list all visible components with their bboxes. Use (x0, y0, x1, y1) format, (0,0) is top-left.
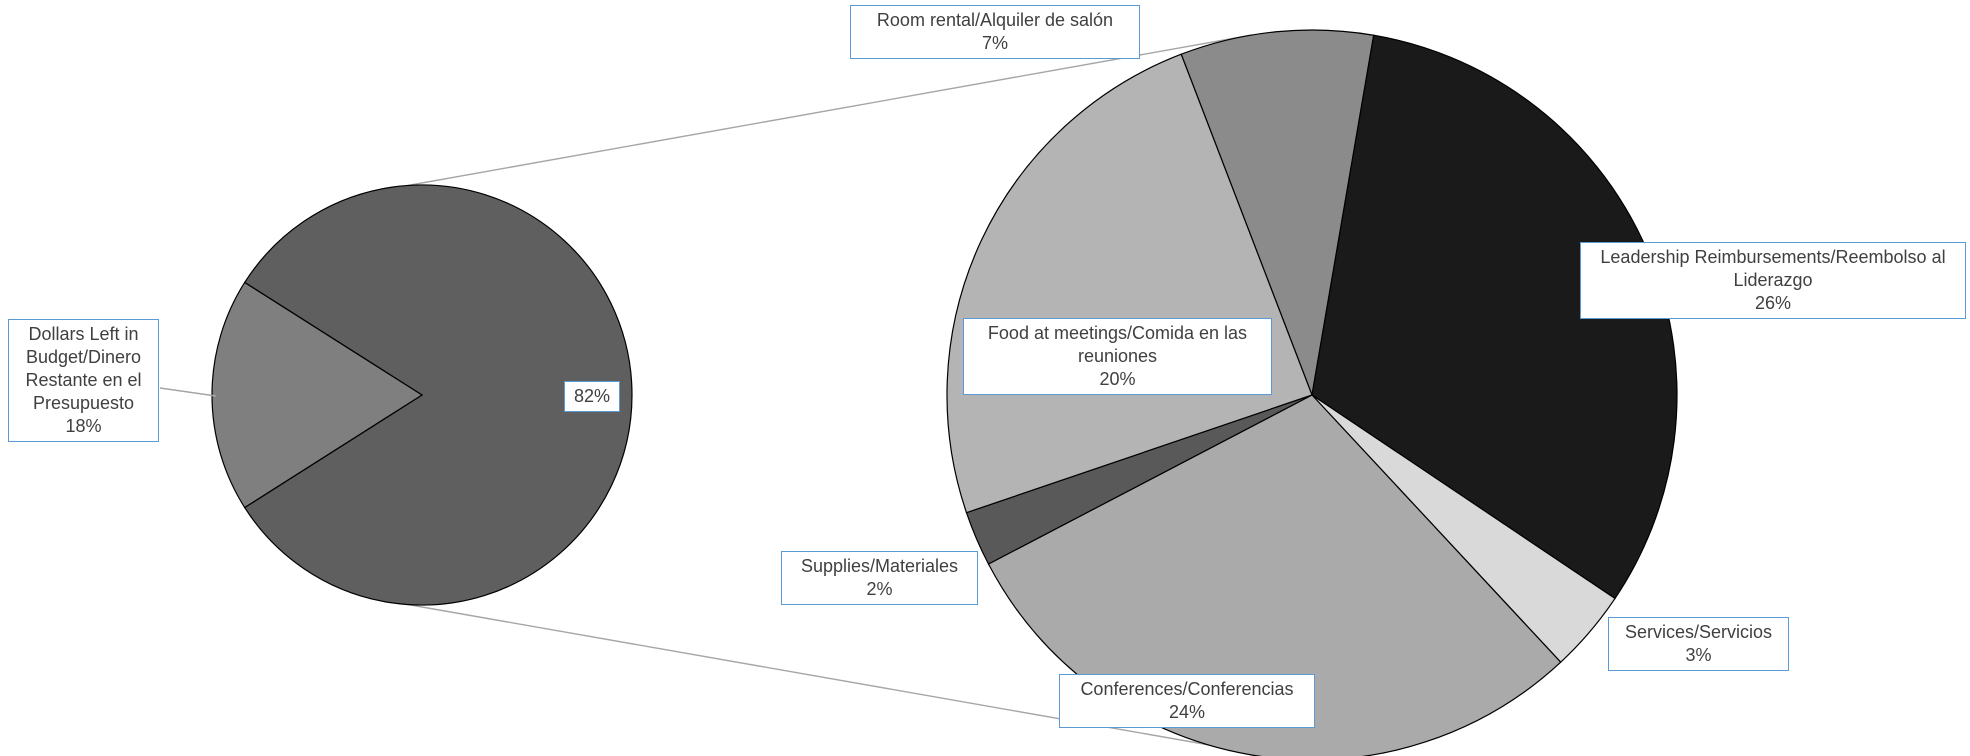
slice-value-text: 3% (1685, 645, 1712, 665)
slice-label-text: Services/Servicios (1624, 622, 1773, 642)
main-slice-label-dollars-left: Dollars Left in Budget/Dinero Restante e… (8, 319, 159, 442)
breakdown-pie (946, 29, 1678, 756)
slice-label-text: Supplies/Materiales (800, 556, 959, 576)
sub-slice-label-food: Food at meetings/Comida en las reuniones… (963, 318, 1272, 395)
slice-label-text: Leadership Reimbursements/Reembolso al L… (1600, 247, 1946, 290)
slice-label-text: Food at meetings/Comida en las reuniones (987, 323, 1248, 366)
connector-line-bottom (404, 603, 1256, 754)
slice-label-text: Conferences/Conferencias (1080, 679, 1294, 699)
sub-slice-label-room-rental: Room rental/Alquiler de salón 7% (850, 5, 1140, 59)
label-leader-lines (159, 387, 217, 397)
slice-value-text: 18% (65, 416, 102, 436)
slice-value-text: 26% (1754, 293, 1792, 313)
sub-slice-food (946, 53, 1313, 514)
connector-lines (404, 34, 1256, 754)
slice-label-text: Dollars Left in Budget/Dinero Restante e… (25, 324, 142, 413)
sub-slice-label-conferences: Conferences/Conferencias 24% (1059, 674, 1315, 728)
slice-label-text: Room rental/Alquiler de salón (876, 10, 1114, 30)
main-slice-remaining (243, 184, 633, 606)
main-slice-value-label: 82% (564, 381, 620, 412)
connector-line-top (404, 34, 1253, 187)
slice-value-text: 82% (573, 386, 611, 406)
slice-value-text: 7% (981, 33, 1008, 53)
sub-slice-label-leadership: Leadership Reimbursements/Reembolso al L… (1580, 242, 1966, 319)
slice-value-text: 24% (1168, 702, 1206, 722)
sub-slice-room-rental (1180, 29, 1375, 398)
slice-value-text: 2% (866, 579, 893, 599)
sub-slice-conferences (987, 394, 1562, 756)
sub-slice-label-supplies: Supplies/Materiales 2% (781, 551, 978, 605)
main-pie (211, 184, 633, 606)
sub-slice-label-services: Services/Servicios 3% (1608, 617, 1789, 671)
slice-value-text: 20% (1099, 369, 1136, 389)
leader-line-dollars-left (159, 387, 217, 397)
